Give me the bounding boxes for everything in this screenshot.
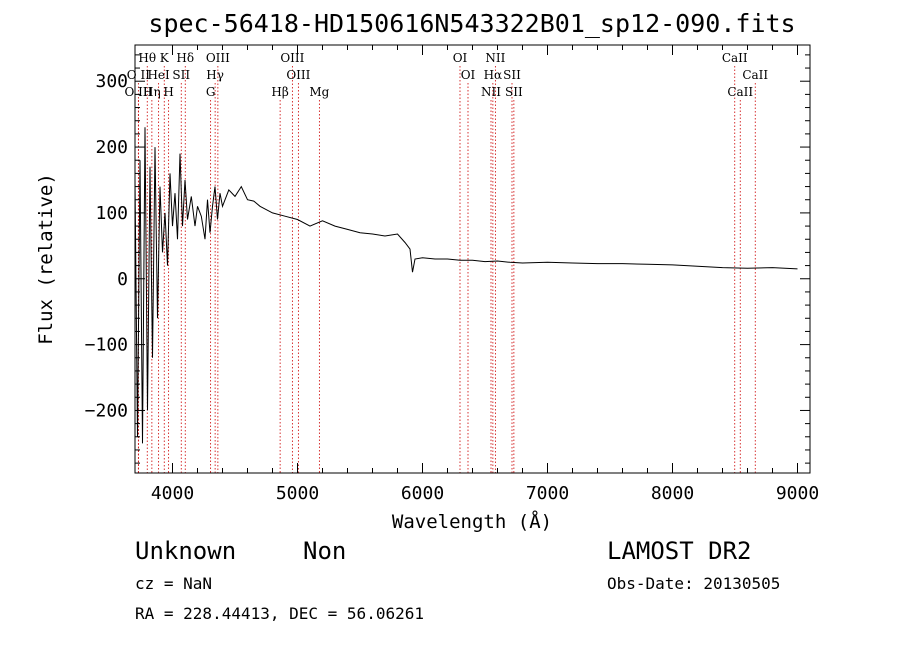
y-tick-label: 100 bbox=[95, 203, 128, 224]
spectral-line-label: NII bbox=[481, 85, 501, 99]
y-tick-label: −100 bbox=[85, 335, 128, 356]
spectral-line-label: OI bbox=[453, 51, 468, 65]
spectral-line-label: K bbox=[160, 51, 170, 65]
redshift-info: cz = NaN bbox=[135, 574, 212, 593]
spectral-line-label: O III bbox=[124, 85, 152, 99]
spectral-line-label: HeI bbox=[147, 68, 170, 82]
spectral-line-label: O II bbox=[127, 68, 150, 82]
x-axis-label: Wavelength (Å) bbox=[392, 510, 552, 533]
y-tick-label: −200 bbox=[85, 400, 128, 421]
x-tick-label: 9000 bbox=[776, 483, 819, 504]
spectral-line-label: CaII bbox=[727, 85, 753, 99]
spectral-line-label: Hγ bbox=[206, 68, 224, 82]
x-tick-label: 4000 bbox=[151, 483, 194, 504]
spectral-line-label: Hδ bbox=[176, 51, 194, 65]
spectral-line-label: OIII bbox=[286, 68, 310, 82]
spectral-line-label: SII bbox=[505, 85, 523, 99]
chart-title: spec-56418-HD150616N543322B01_sp12-090.f… bbox=[148, 9, 795, 38]
y-axis: −200 −100 0 100 200 300 bbox=[85, 54, 810, 464]
y-tick-label: 200 bbox=[95, 137, 128, 158]
spectral-class: Unknown bbox=[135, 537, 236, 565]
spectral-line-label: CaII bbox=[742, 68, 768, 82]
spectrum-plot bbox=[134, 127, 798, 444]
spectral-line-label: H bbox=[163, 85, 173, 99]
y-axis-label: Flux (relative) bbox=[35, 173, 57, 345]
spectral-line-label: NII bbox=[485, 51, 505, 65]
spectral-line-label: Hα bbox=[484, 68, 503, 82]
spectral-line-label: SII bbox=[503, 68, 521, 82]
spectrum-line bbox=[134, 127, 798, 444]
spectral-line-markers bbox=[137, 66, 756, 473]
y-tick-label: 0 bbox=[117, 269, 128, 290]
x-axis: 4000 5000 6000 7000 8000 9000 bbox=[151, 45, 819, 504]
spectral-subclass: Non bbox=[303, 537, 346, 565]
spectral-line-label: OI bbox=[461, 68, 476, 82]
spectral-line-label: Hη bbox=[143, 85, 161, 99]
x-tick-label: 6000 bbox=[401, 483, 444, 504]
spectral-line-label: OIII bbox=[280, 51, 304, 65]
spectral-line-label: Mg bbox=[309, 85, 329, 99]
observation-date: Obs-Date: 20130505 bbox=[607, 574, 780, 593]
x-tick-label: 5000 bbox=[276, 483, 319, 504]
survey-name: LAMOST DR2 bbox=[607, 537, 752, 565]
spectral-line-label: G bbox=[206, 85, 216, 99]
spectral-line-label: Hθ bbox=[138, 51, 156, 65]
x-tick-label: 7000 bbox=[526, 483, 569, 504]
x-tick-label: 8000 bbox=[651, 483, 694, 504]
spectral-line-label: CaII bbox=[722, 51, 748, 65]
spectral-line-label: Hβ bbox=[271, 85, 288, 99]
spectral-line-label: SII bbox=[172, 68, 190, 82]
y-tick-label: 300 bbox=[95, 71, 128, 92]
spectral-line-label: OIII bbox=[206, 51, 230, 65]
coordinates: RA = 228.44413, DEC = 56.06261 bbox=[135, 604, 424, 623]
plot-frame bbox=[134, 44, 811, 474]
